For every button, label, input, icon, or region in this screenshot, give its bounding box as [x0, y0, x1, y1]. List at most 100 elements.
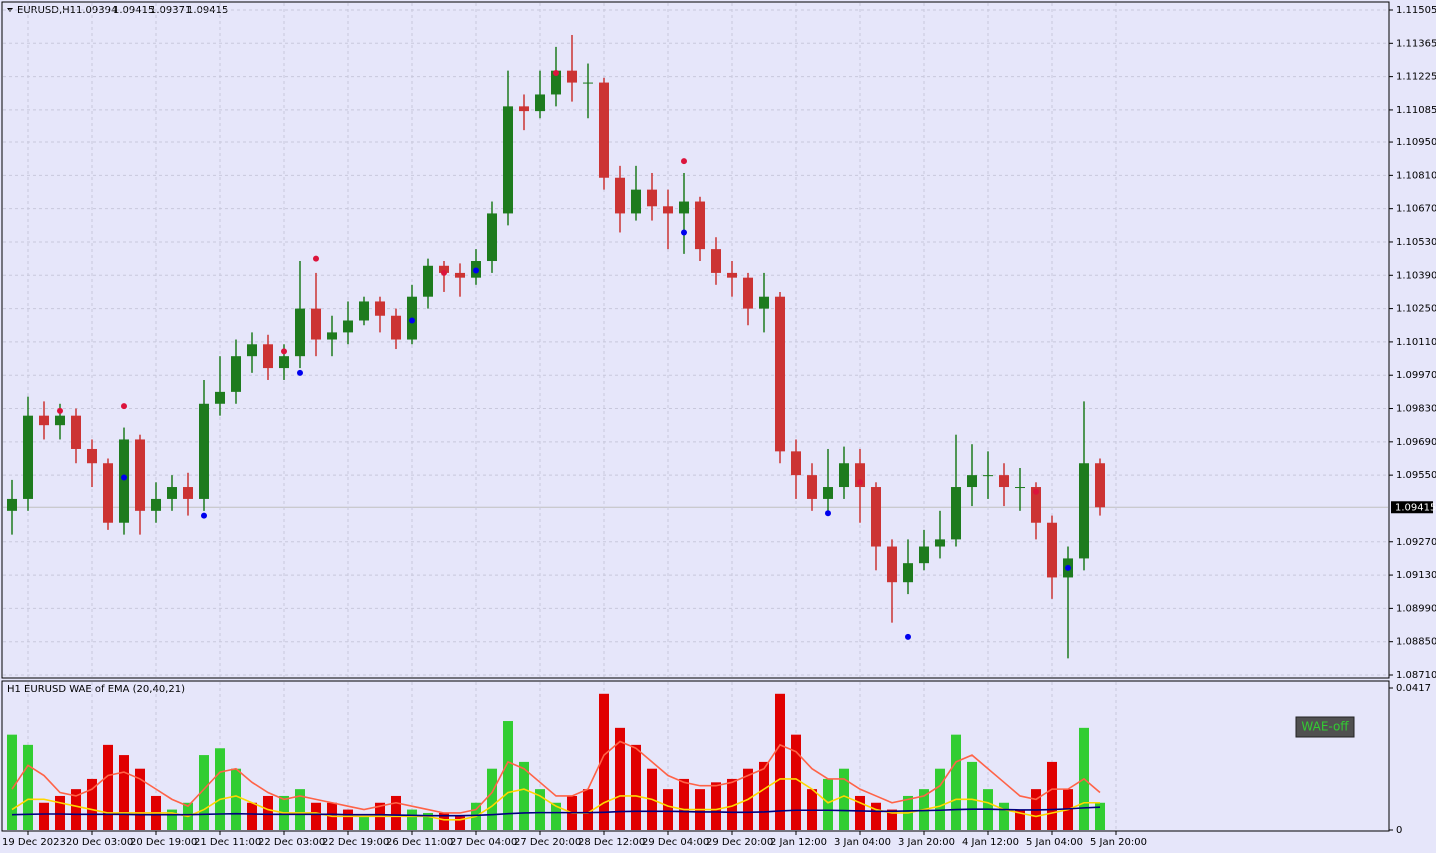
- candle-body: [1095, 463, 1105, 508]
- x-tick-label: 22 Dec 03:00: [258, 837, 325, 848]
- candle-body: [119, 439, 129, 523]
- candle-body: [647, 189, 657, 207]
- x-tick-label: 19 Dec 2023: [2, 837, 66, 848]
- x-tick-label: 5 Jan 04:00: [1026, 837, 1083, 848]
- candle-body: [567, 70, 577, 83]
- candle-body: [455, 272, 465, 278]
- fractal-down-dot: [473, 267, 479, 274]
- wae-bar: [487, 768, 497, 830]
- wae-bar: [391, 795, 401, 830]
- x-tick-label: 5 Jan 20:00: [1090, 837, 1147, 848]
- wae-bar: [775, 693, 785, 830]
- wae-bar: [999, 802, 1009, 830]
- candle-body: [375, 301, 385, 316]
- x-tick-label: 27 Dec 20:00: [514, 837, 581, 848]
- wae-bar: [247, 802, 257, 830]
- candle-body: [967, 475, 977, 488]
- candle-body: [887, 546, 897, 583]
- wae-bar: [343, 809, 353, 830]
- wae-bar: [311, 802, 321, 830]
- candle-body: [135, 439, 145, 511]
- wae-bar: [135, 768, 145, 830]
- wae-line: [11, 806, 1101, 817]
- wae-bar: [455, 816, 465, 830]
- wae-bar: [791, 734, 801, 830]
- wae-bar: [199, 755, 209, 830]
- wae-line: [11, 740, 1101, 814]
- wae-bar: [615, 727, 625, 830]
- wae-bar: [535, 789, 545, 830]
- wae-bar: [231, 768, 241, 830]
- y-tick-label: 1.09830: [1396, 404, 1436, 415]
- candle-body: [151, 498, 161, 511]
- indicator-y-tick-label: 0: [1396, 825, 1402, 836]
- x-tick-label: 26 Dec 11:00: [386, 837, 453, 848]
- candle-body: [583, 82, 593, 84]
- wae-bar: [839, 768, 849, 830]
- candle-body: [391, 315, 401, 340]
- fractal-down-dot: [121, 474, 127, 481]
- wae-bar: [679, 778, 689, 830]
- candle-body: [1015, 487, 1025, 489]
- candle-body: [439, 265, 449, 273]
- candle-body: [775, 296, 785, 452]
- candle-body: [103, 463, 113, 523]
- indicator-panel: [1, 680, 1390, 832]
- candle-body: [71, 415, 81, 449]
- y-tick-label: 1.09130: [1396, 570, 1436, 581]
- candle-body: [1079, 463, 1089, 559]
- y-tick-label: 1.08990: [1396, 603, 1436, 614]
- fractal-down-dot: [905, 633, 911, 640]
- candle-body: [535, 94, 545, 112]
- fractal-down-dot: [201, 512, 207, 519]
- candle-body: [663, 206, 673, 214]
- last-price-box: [1391, 501, 1433, 514]
- x-tick-label: 22 Dec 19:00: [322, 837, 389, 848]
- candle-body: [23, 415, 33, 499]
- candle-body: [199, 403, 209, 499]
- x-tick-label: 21 Dec 11:00: [194, 837, 261, 848]
- candle-body: [919, 546, 929, 564]
- candle-body: [295, 308, 305, 357]
- candle-body: [343, 320, 353, 333]
- candle-body: [791, 451, 801, 476]
- x-tick-label: 3 Jan 20:00: [898, 837, 955, 848]
- y-tick-label: 1.10110: [1396, 337, 1436, 348]
- candle-body: [231, 356, 241, 392]
- x-tick-label: 27 Dec 04:00: [450, 837, 517, 848]
- wae-bar: [967, 761, 977, 830]
- wae-off-label[interactable]: WAE-off: [1301, 720, 1349, 734]
- fractal-down-dot: [681, 229, 687, 236]
- wae-bar: [119, 755, 129, 830]
- candle-body: [807, 475, 817, 499]
- candle-body: [871, 487, 881, 547]
- candle-body: [615, 177, 625, 214]
- wae-bar: [727, 778, 737, 830]
- y-tick-label: 1.09550: [1396, 470, 1436, 481]
- y-tick-label: 1.11225: [1396, 72, 1436, 83]
- wae-bar: [631, 744, 641, 830]
- y-tick-label: 1.08710: [1396, 670, 1436, 681]
- y-tick-label: 1.10810: [1396, 170, 1436, 181]
- wae-bar: [663, 789, 673, 830]
- wae-bar: [1047, 761, 1057, 830]
- candle-body: [167, 487, 177, 499]
- wae-bar: [503, 721, 513, 830]
- candle-body: [1031, 487, 1041, 523]
- wae-bar: [39, 802, 49, 830]
- candle-body: [823, 487, 833, 499]
- fractal-up-dot: [553, 70, 559, 77]
- candle-body: [743, 277, 753, 309]
- fractal-down-dot: [409, 317, 415, 324]
- wae-off-button[interactable]: [1295, 716, 1355, 738]
- wae-bar: [407, 809, 417, 830]
- fractal-up-dot: [57, 407, 63, 414]
- last-price-label: 1.09415: [1395, 502, 1436, 513]
- candle-body: [695, 201, 705, 250]
- x-tick-label: 29 Dec 20:00: [706, 837, 773, 848]
- main-panel: [1, 1, 1390, 679]
- y-tick-label: 1.10390: [1396, 270, 1436, 281]
